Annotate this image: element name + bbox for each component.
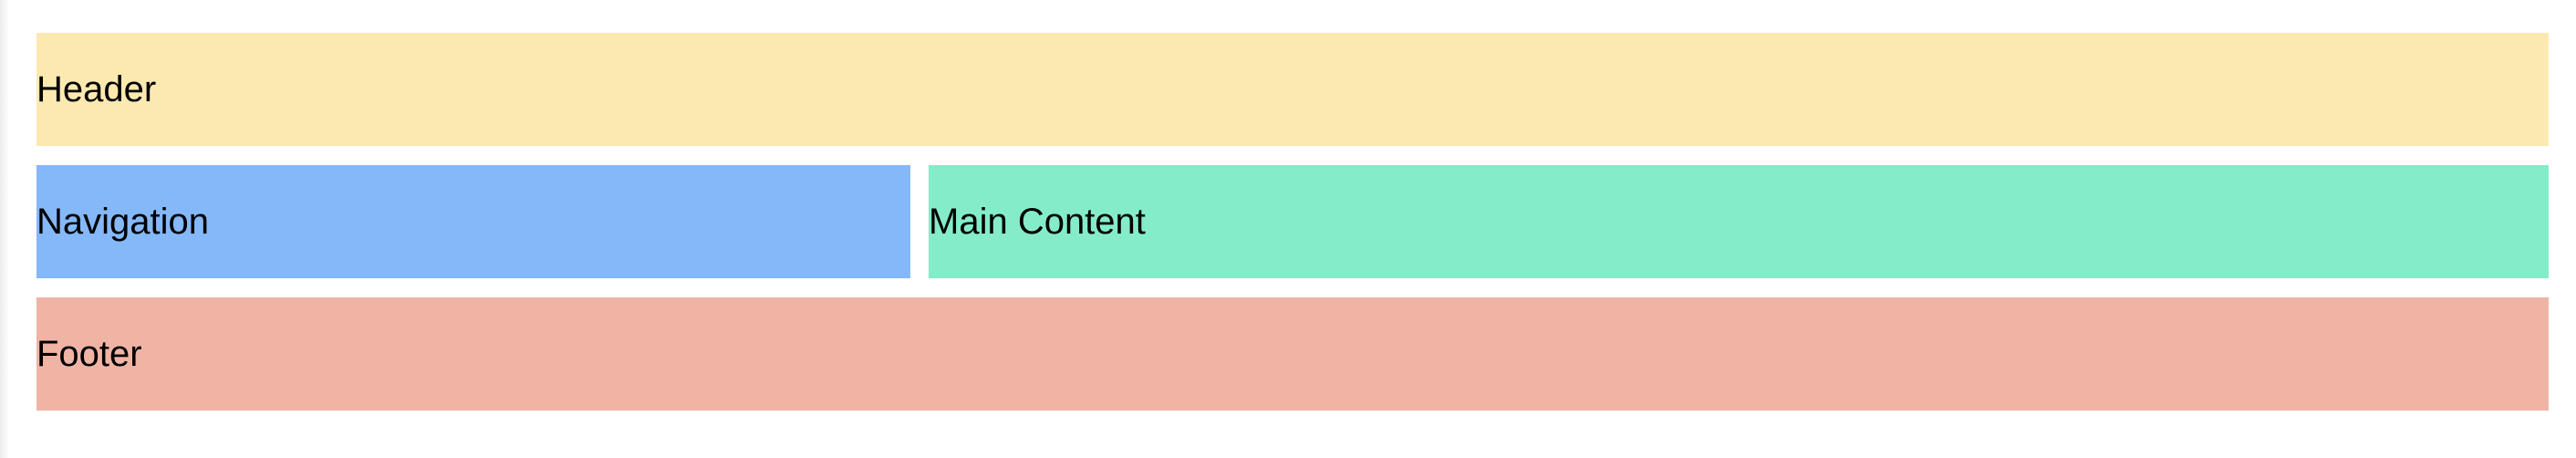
navigation-label: Navigation	[36, 202, 210, 242]
page-layout-grid: Header Navigation Main Content Footer	[36, 33, 2549, 411]
footer-region: Footer	[36, 297, 2549, 411]
header-region: Header	[36, 33, 2549, 146]
main-content-region: Main Content	[929, 165, 2549, 278]
window-edge-shadow	[0, 0, 9, 458]
header-label: Header	[36, 69, 157, 109]
navigation-region: Navigation	[36, 165, 910, 278]
main-content-label: Main Content	[929, 202, 1146, 242]
footer-label: Footer	[36, 334, 142, 374]
